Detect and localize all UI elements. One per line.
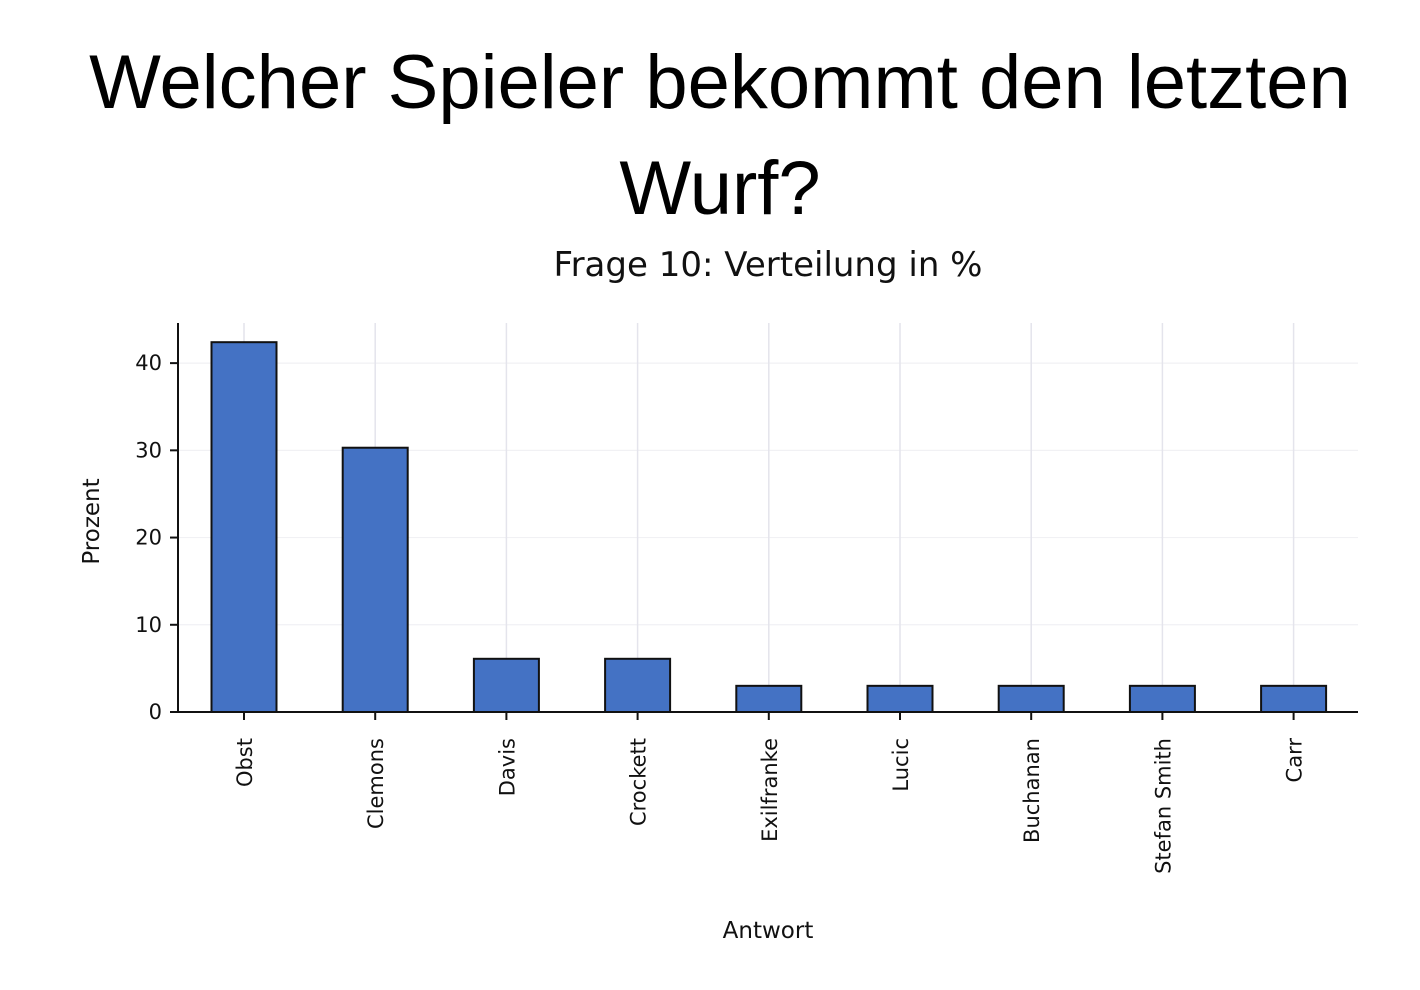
x-tick-label: Exilfranke bbox=[758, 738, 782, 842]
bar bbox=[604, 657, 672, 713]
x-tick-label: Carr bbox=[1283, 738, 1307, 783]
x-axis-label: Antwort bbox=[723, 918, 814, 944]
y-tick-label: 10 bbox=[135, 613, 162, 637]
x-tick-label: Crockett bbox=[627, 738, 651, 826]
bar bbox=[1128, 684, 1196, 714]
bar bbox=[866, 684, 934, 714]
x-tick-label: Buchanan bbox=[1020, 738, 1044, 843]
y-tick-label: 0 bbox=[149, 700, 162, 724]
bar bbox=[735, 684, 803, 714]
x-tick-label: Davis bbox=[495, 738, 519, 796]
y-axis-label: Prozent bbox=[79, 478, 105, 564]
chart-title: Frage 10: Verteilung in % bbox=[554, 245, 983, 285]
x-tick-label: Stefan Smith bbox=[1151, 738, 1175, 874]
x-tick-label: Lucic bbox=[889, 738, 913, 792]
slide-title: Welcher Spieler bekommt den letzten Wurf… bbox=[89, 40, 1351, 231]
bar bbox=[341, 446, 409, 713]
x-tick-label: Clemons bbox=[364, 738, 388, 829]
bars-layer bbox=[210, 341, 1328, 714]
ticks-layer: 0 10 20 30 40 Obst Clemons Davis Crockett Exilfra… bbox=[135, 351, 1306, 874]
bar bbox=[472, 657, 540, 713]
y-tick-label: 20 bbox=[135, 526, 162, 550]
y-tick-label: 30 bbox=[135, 438, 162, 462]
bar bbox=[210, 341, 278, 713]
bar bbox=[997, 684, 1065, 714]
y-tick-label: 40 bbox=[135, 351, 162, 375]
bar bbox=[1260, 684, 1328, 714]
x-tick-label: Obst bbox=[233, 738, 257, 787]
